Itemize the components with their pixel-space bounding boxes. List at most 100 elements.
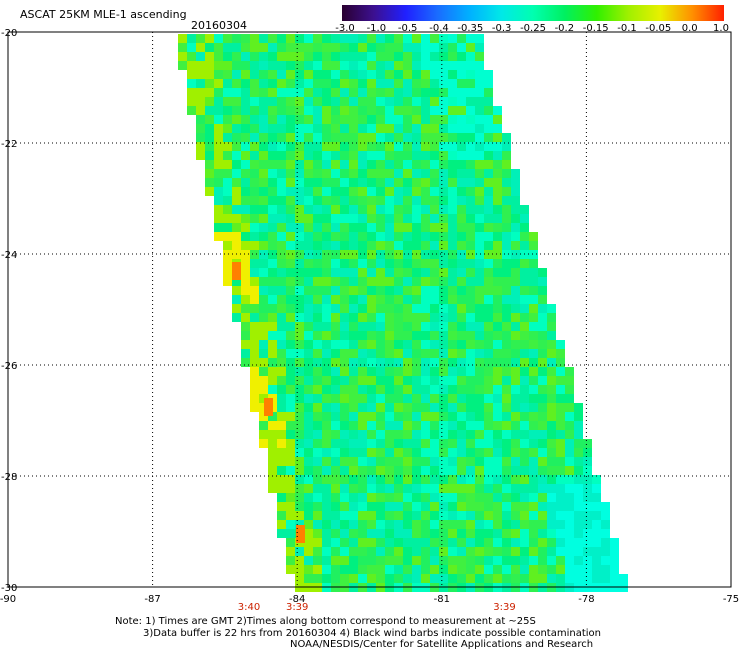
swath-cell [241, 214, 250, 223]
swath-cell [259, 268, 268, 277]
swath-cell [259, 70, 268, 79]
swath-cell [475, 187, 484, 196]
swath-cell [466, 547, 475, 556]
swath-cell [250, 304, 259, 313]
swath-cell [385, 124, 394, 133]
swath-cell [331, 178, 340, 187]
swath-cell [340, 124, 349, 133]
swath-cell [403, 439, 412, 448]
swath-cell [259, 403, 268, 412]
swath-cell [304, 376, 313, 385]
swath-cell [358, 115, 367, 124]
swath-cell [466, 169, 475, 178]
swath-cell [367, 493, 376, 502]
swath-cell [484, 79, 493, 88]
swath-cell [367, 547, 376, 556]
swath-cell [484, 214, 493, 223]
swath-cell [430, 376, 439, 385]
swath-cell [529, 349, 538, 358]
swath-cell [448, 223, 457, 232]
swath-cell [385, 142, 394, 151]
swath-cell [466, 34, 475, 43]
swath-cell [205, 142, 214, 151]
swath-cell [277, 70, 286, 79]
swath-cell [520, 259, 529, 268]
swath-cell [349, 169, 358, 178]
swath-cell [502, 133, 511, 142]
swath-cell [394, 133, 403, 142]
swath-cell [304, 511, 313, 520]
swath-cell [475, 466, 484, 475]
swath-cell [367, 295, 376, 304]
swath-cell [304, 538, 313, 547]
swath-cell [358, 223, 367, 232]
swath-cell [268, 97, 277, 106]
swath-cell [493, 331, 502, 340]
swath-cell [448, 88, 457, 97]
swath-cell [313, 313, 322, 322]
swath-cell [367, 232, 376, 241]
swath-cell [331, 52, 340, 61]
swath-cell [502, 394, 511, 403]
swath-cell [502, 169, 511, 178]
swath-cell [232, 43, 241, 52]
longitude-tick-label: -75 [723, 594, 739, 605]
swath-cell [403, 457, 412, 466]
swath-cell [421, 313, 430, 322]
swath-cell [259, 43, 268, 52]
swath-cell [385, 304, 394, 313]
swath-cell [511, 223, 520, 232]
swath-cell [295, 394, 304, 403]
swath-cell [232, 133, 241, 142]
swath-cell [259, 61, 268, 70]
swath-cell [556, 529, 565, 538]
swath-cell [448, 574, 457, 583]
swath-cell [439, 52, 448, 61]
swath-cell [457, 376, 466, 385]
swath-cell [349, 511, 358, 520]
ascat-swath-cells [178, 34, 628, 592]
swath-cell [430, 259, 439, 268]
swath-cell [304, 565, 313, 574]
swath-cell [448, 511, 457, 520]
swath-cell [277, 43, 286, 52]
swath-cell [403, 556, 412, 565]
swath-cell [394, 457, 403, 466]
swath-cell [358, 430, 367, 439]
swath-cell [412, 556, 421, 565]
swath-cell [484, 241, 493, 250]
swath-cell [403, 187, 412, 196]
swath-cell [295, 331, 304, 340]
swath-cell [340, 331, 349, 340]
swath-cell [439, 520, 448, 529]
swath-cell [340, 412, 349, 421]
swath-cell [475, 205, 484, 214]
swath-cell [448, 313, 457, 322]
swath-cell [475, 367, 484, 376]
swath-cell [196, 70, 205, 79]
swath-cell [511, 385, 520, 394]
swath-cell [421, 52, 430, 61]
color-scale-label: -3.0 [335, 23, 355, 34]
swath-cell [241, 331, 250, 340]
swath-cell [421, 142, 430, 151]
swath-cell [340, 88, 349, 97]
swath-cell [259, 385, 268, 394]
swath-cell [394, 556, 403, 565]
swath-cell [475, 340, 484, 349]
swath-cell [322, 214, 331, 223]
swath-cell [205, 88, 214, 97]
swath-cell [367, 403, 376, 412]
swath-cell [439, 97, 448, 106]
swath-cell [367, 142, 376, 151]
swath-cell [376, 259, 385, 268]
swath-cell [466, 205, 475, 214]
swath-cell [232, 187, 241, 196]
swath-cell [394, 178, 403, 187]
swath-cell [529, 376, 538, 385]
swath-cell [583, 511, 592, 520]
swath-cell [385, 43, 394, 52]
swath-cell [367, 160, 376, 169]
swath-cell [502, 142, 511, 151]
swath-cell [295, 106, 304, 115]
